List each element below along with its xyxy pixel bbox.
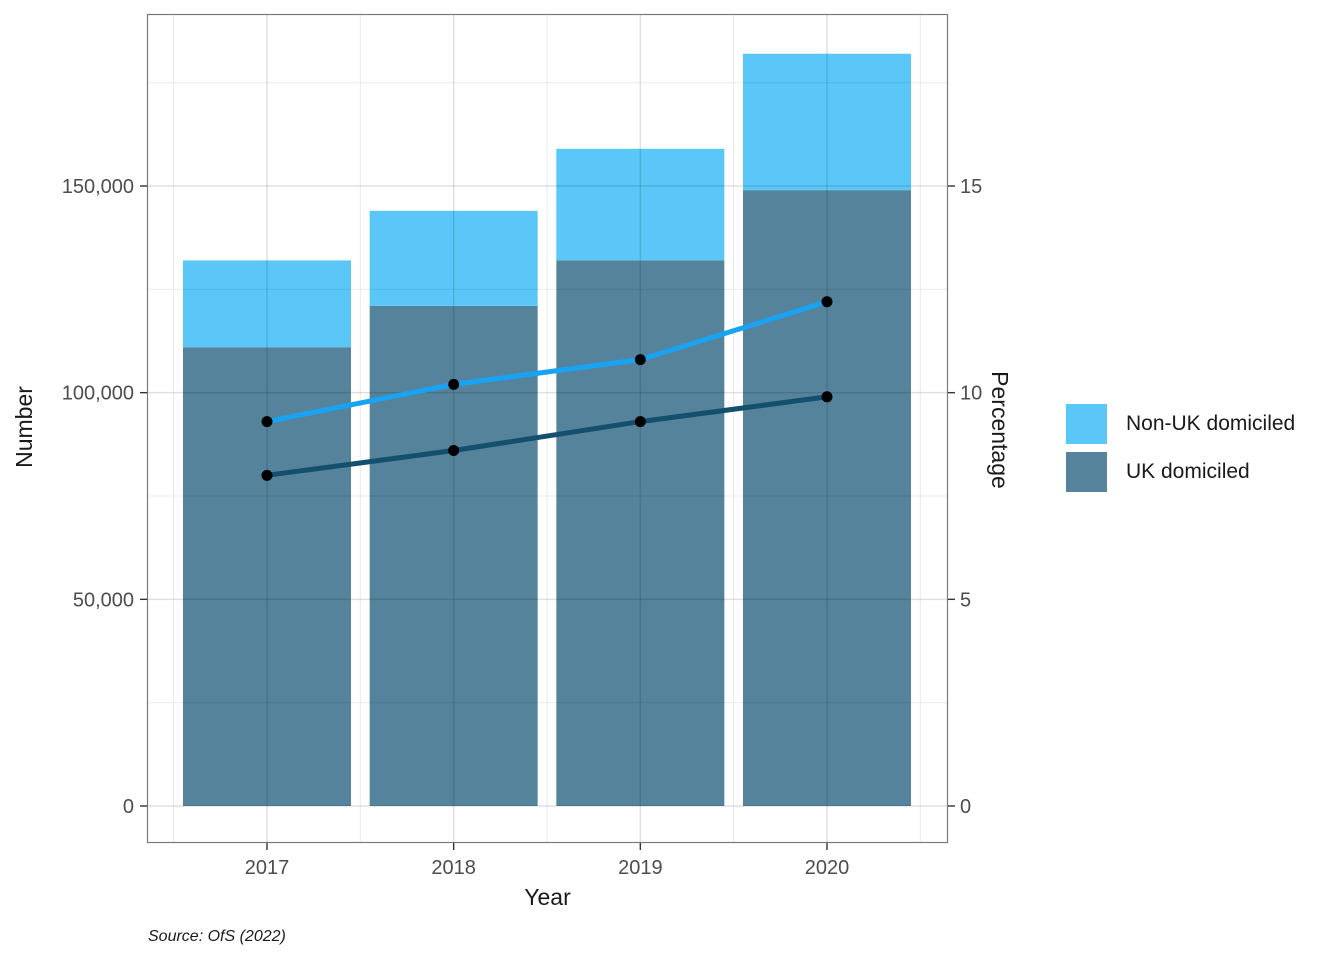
y-left-tick-label: 150,000 [62, 176, 134, 198]
legend-item-uk-domiciled: UK domiciled [1066, 452, 1295, 492]
legend-swatch-uk-domiciled [1066, 452, 1107, 492]
legend-swatch-non-uk-domiciled [1066, 404, 1107, 444]
data-point [261, 416, 273, 428]
y-axis-title-left: Number [11, 386, 37, 468]
legend: Non-UK domiciled UK domiciled [1066, 404, 1295, 492]
y-right-tick-label: 15 [960, 176, 982, 198]
data-point [821, 391, 833, 403]
bar-segment-non-uk-domiciled-2020 [743, 53, 911, 191]
tick-label-layer: 0 50,000 100,000 150,000 0 5 10 15 2017 2018 2019 2… [62, 176, 983, 879]
trend-line-layer [261, 296, 833, 481]
x-tick-label: 2020 [805, 857, 850, 879]
bar-segment-non-uk-domiciled-2018 [369, 210, 538, 306]
data-point [261, 469, 273, 481]
legend-label-non-uk-domiciled: Non-UK domiciled [1126, 412, 1296, 435]
legend-item-non-uk-domiciled: Non-UK domiciled [1066, 404, 1295, 444]
data-point [448, 378, 460, 390]
bar-layer [183, 53, 911, 807]
bar-segment-uk-domiciled-2020 [743, 190, 911, 807]
x-tick-label: 2019 [618, 857, 663, 879]
y-left-tick-label: 100,000 [62, 383, 134, 405]
plot-panel-border [146, 13, 949, 844]
data-point [448, 445, 460, 457]
trend-line-non-uk-percentage [264, 299, 830, 425]
y-left-tick-label: 0 [123, 796, 134, 818]
bar-segment-non-uk-domiciled-2017 [183, 260, 351, 348]
tick-mark-layer [140, 185, 955, 850]
y-right-tick-label: 0 [960, 796, 971, 818]
gridline-layer [147, 14, 948, 843]
trend-line-uk-percentage [264, 394, 830, 478]
y-axis-title-right: Percentage [987, 371, 1013, 489]
y-right-tick-label: 10 [960, 383, 982, 405]
x-tick-label: 2017 [245, 857, 290, 879]
x-axis-title: Year [524, 884, 571, 910]
data-point [634, 416, 646, 428]
data-point [821, 296, 833, 308]
legend-label-uk-domiciled: UK domiciled [1126, 460, 1250, 483]
bar-segment-non-uk-domiciled-2019 [556, 148, 725, 261]
bar-segment-uk-domiciled-2019 [556, 260, 725, 806]
y-right-tick-label: 5 [960, 589, 971, 611]
y-left-tick-label: 50,000 [73, 589, 134, 611]
x-tick-label: 2018 [431, 857, 476, 879]
data-point [634, 354, 646, 366]
source-note: Source: OfS (2022) [148, 928, 286, 945]
